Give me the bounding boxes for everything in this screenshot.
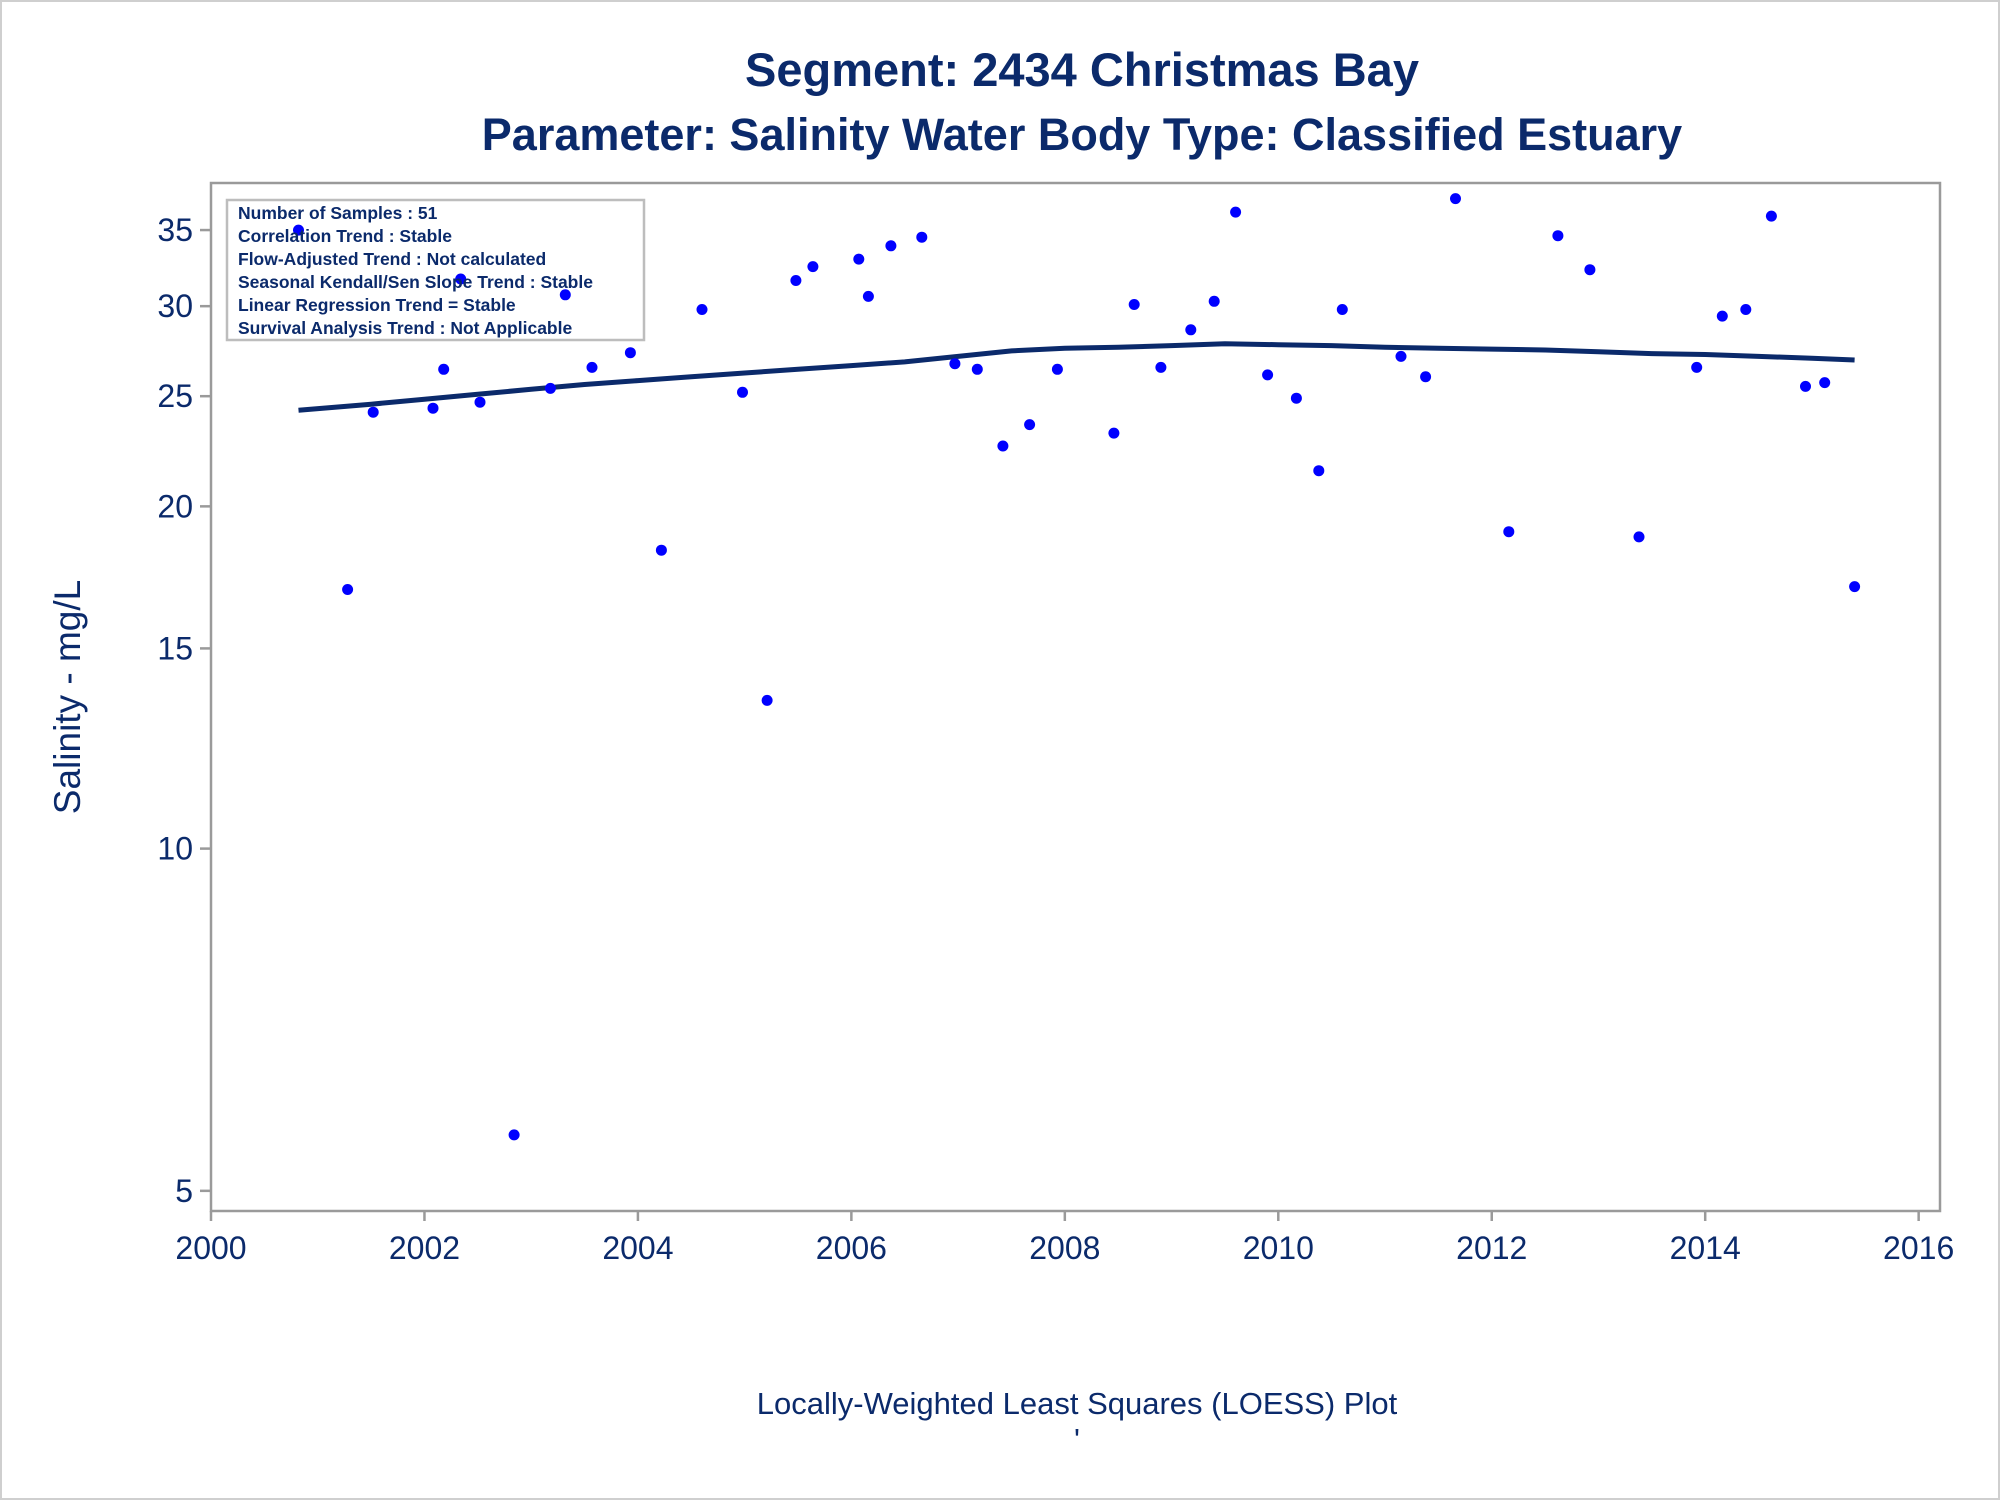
y-tick-label: 10: [157, 831, 193, 867]
data-point: [455, 273, 467, 285]
data-point: [1849, 581, 1861, 593]
chart-title: Segment: 2434 Christmas Bay: [745, 43, 1419, 96]
x-tick-label: 2006: [816, 1230, 887, 1266]
data-point: [293, 224, 304, 236]
data-point: [1155, 361, 1167, 373]
y-tick-label: 30: [157, 288, 193, 324]
x-tick-label: 2000: [175, 1230, 246, 1266]
data-point: [624, 347, 636, 359]
data-point: [438, 363, 450, 375]
data-point: [1108, 427, 1120, 439]
data-point: [586, 361, 598, 373]
data-point: [1128, 299, 1140, 310]
stats-box-border: [225, 198, 646, 342]
data-point: [997, 440, 1009, 452]
data-point: [1740, 304, 1752, 315]
data-point: [696, 304, 708, 315]
data-point: [1584, 264, 1596, 276]
data-point: [342, 584, 354, 595]
y-tick-label: 35: [157, 212, 193, 248]
data-point: [559, 289, 571, 301]
x-tick-label: 2012: [1456, 1230, 1527, 1266]
data-point: [1503, 526, 1515, 538]
data-point: [474, 396, 486, 408]
data-point: [544, 382, 556, 394]
data-point: [853, 253, 865, 265]
x-tick-label: 2014: [1670, 1230, 1741, 1266]
x-tick-label: 2008: [1029, 1230, 1100, 1266]
data-point: [1691, 361, 1703, 373]
x-tick-label: 2010: [1243, 1230, 1314, 1266]
data-point: [1336, 304, 1348, 315]
data-point: [367, 406, 379, 418]
data-point: [1800, 380, 1811, 392]
scatter-points: [293, 193, 1861, 1141]
data-point: [1819, 377, 1831, 389]
data-point: [427, 402, 439, 414]
data-point: [1051, 363, 1063, 375]
data-point: [1450, 193, 1461, 205]
data-point: [1420, 371, 1432, 383]
plot-area: [209, 181, 1942, 1213]
data-point: [1552, 230, 1564, 242]
x-tick-label: 2004: [602, 1230, 673, 1266]
data-point: [655, 544, 667, 556]
data-point: [1633, 531, 1645, 543]
data-point: [1290, 392, 1302, 404]
y-tick-label: 25: [157, 378, 193, 414]
y-tick-label: 15: [157, 630, 193, 666]
x-tick-label: 2016: [1883, 1230, 1954, 1266]
data-point: [807, 261, 819, 273]
data-point: [761, 694, 773, 706]
stats-line-correlation: Correlation Trend : Stable: [238, 226, 452, 246]
x-tick-label: 2002: [389, 1230, 460, 1266]
data-point: [1313, 465, 1325, 477]
x-axis-label: Locally-Weighted Least Squares (LOESS) P…: [757, 1386, 1398, 1421]
y-tick-label: 20: [157, 488, 193, 524]
data-point: [862, 290, 874, 302]
x-axis: 2000 2002 2004 2006 2008 2010 2012 2014 2016: [175, 1211, 1954, 1266]
data-point: [1395, 350, 1407, 362]
data-point: [737, 386, 748, 398]
data-point: [971, 363, 983, 375]
data-point: [885, 240, 897, 252]
data-point: [1024, 419, 1036, 431]
data-point: [1765, 210, 1777, 222]
data-point: [1208, 295, 1220, 307]
y-tick-label: 5: [175, 1173, 193, 1209]
data-point: [1185, 324, 1197, 336]
stats-box: Number of Samples : 51 Correlation Trend…: [225, 198, 646, 342]
chart-subtitle: Parameter: Salinity Water Body Type: Cla…: [482, 109, 1682, 160]
data-point: [1230, 206, 1242, 218]
y-axis-label: Salinity - mg/L: [47, 580, 88, 814]
footnote-mark: ': [1074, 1422, 1080, 1457]
y-axis: 5 10 15 20 25 30 35: [157, 212, 211, 1209]
stats-line-flow-adjusted: Flow-Adjusted Trend : Not calculated: [238, 249, 546, 269]
stats-line-linear-regression: Linear Regression Trend = Stable: [238, 295, 516, 315]
loess-curve: [298, 341, 1855, 413]
data-point: [916, 231, 928, 243]
data-point: [1262, 369, 1274, 381]
data-point: [790, 275, 802, 286]
stats-line-survival: Survival Analysis Trend : Not Applicable: [238, 318, 572, 338]
stats-line-seasonal-kendall: Seasonal Kendall/Sen Slope Trend : Stabl…: [238, 272, 593, 292]
data-point: [508, 1129, 520, 1141]
data-point: [949, 358, 961, 370]
stats-line-samples: Number of Samples : 51: [238, 203, 438, 223]
data-point: [1716, 310, 1728, 322]
